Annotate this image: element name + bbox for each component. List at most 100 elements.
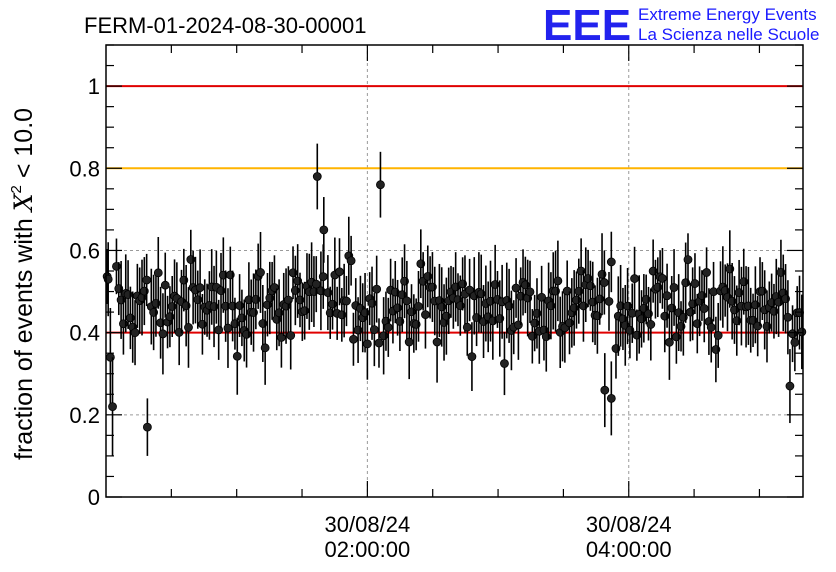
data-point xyxy=(662,263,672,328)
point-marker xyxy=(142,422,152,432)
point-marker xyxy=(662,291,672,301)
point-marker xyxy=(362,339,372,349)
x-tick-time: 04:00:00 xyxy=(586,537,672,562)
point-marker xyxy=(108,402,117,412)
data-point xyxy=(256,231,265,313)
point-marker xyxy=(421,310,430,319)
data-point xyxy=(646,288,656,361)
point-marker xyxy=(349,334,358,344)
point-marker xyxy=(702,268,711,277)
x-tick-date: 30/08/24 xyxy=(325,512,411,537)
point-marker xyxy=(690,279,700,288)
point-marker xyxy=(669,283,679,292)
data-point xyxy=(184,287,193,368)
point-marker xyxy=(130,328,140,338)
point-marker xyxy=(683,255,693,265)
point-marker xyxy=(158,329,168,339)
point-marker xyxy=(606,257,616,267)
data-point xyxy=(153,236,163,309)
point-marker xyxy=(160,280,170,290)
x-tick-date: 30/08/24 xyxy=(586,512,672,537)
data-point xyxy=(349,312,358,366)
point-marker xyxy=(630,274,639,283)
data-point xyxy=(142,253,152,307)
point-marker xyxy=(785,381,795,391)
point-marker xyxy=(604,296,614,306)
point-marker xyxy=(376,180,385,190)
point-marker xyxy=(414,301,423,311)
data-point xyxy=(142,398,152,456)
data-point xyxy=(372,255,382,323)
run-title: FERM-01-2024-08-30-00001 xyxy=(84,13,367,38)
data-point xyxy=(369,293,379,367)
data-point xyxy=(702,247,711,298)
plot-area xyxy=(106,45,803,497)
y-tick-label: 0.8 xyxy=(69,156,100,181)
data-point xyxy=(630,246,639,311)
data-point xyxy=(785,349,795,424)
y-tick-label: 0.4 xyxy=(69,321,100,346)
data-point xyxy=(223,288,233,368)
eee-logo-line2: La Scienza nelle Scuole xyxy=(638,25,819,44)
point-marker xyxy=(432,337,442,347)
point-marker xyxy=(665,337,674,347)
point-marker xyxy=(335,267,344,277)
data-point xyxy=(600,353,610,428)
point-marker xyxy=(256,268,265,277)
data-point xyxy=(606,231,616,293)
y-tick-labels: 0 0.2 0.4 0.6 0.8 1 xyxy=(69,74,100,510)
data-point xyxy=(346,235,356,286)
point-marker xyxy=(462,322,472,332)
point-marker xyxy=(342,296,351,306)
point-marker xyxy=(467,352,477,361)
point-marker xyxy=(600,385,610,395)
point-marker xyxy=(713,331,723,340)
axis-ticks xyxy=(106,44,803,498)
data-point xyxy=(342,275,351,327)
data-points xyxy=(102,143,807,456)
point-marker xyxy=(706,322,716,332)
data-point xyxy=(195,249,205,326)
reference-lines xyxy=(106,85,803,334)
point-marker xyxy=(346,256,356,266)
point-marker xyxy=(232,351,242,361)
point-marker xyxy=(184,323,193,332)
y-tick-label: 0 xyxy=(88,485,100,510)
data-point xyxy=(432,301,442,383)
point-marker xyxy=(369,325,379,334)
data-point xyxy=(319,197,329,263)
y-axis-title: fraction of events with X2 < 10.0 xyxy=(8,108,38,460)
point-marker xyxy=(646,320,656,329)
data-point xyxy=(362,308,372,380)
point-marker xyxy=(153,268,163,278)
data-point xyxy=(537,265,547,329)
point-marker xyxy=(553,276,563,286)
point-marker xyxy=(312,172,322,181)
point-marker xyxy=(318,272,328,282)
data-point xyxy=(160,252,170,318)
data-point xyxy=(214,299,224,360)
data-point xyxy=(286,301,296,370)
data-point xyxy=(797,294,807,370)
y-tick-label: 1 xyxy=(88,74,100,99)
data-point xyxy=(467,322,477,391)
y-tick-label: 0.2 xyxy=(69,403,100,428)
data-point xyxy=(500,331,509,396)
point-marker xyxy=(783,312,793,322)
data-point xyxy=(604,271,614,331)
data-point xyxy=(335,238,344,306)
data-point xyxy=(376,151,385,218)
point-marker xyxy=(797,327,807,337)
data-point xyxy=(553,240,563,322)
point-marker xyxy=(260,343,270,353)
point-marker xyxy=(790,338,800,347)
point-marker xyxy=(286,331,296,340)
data-point xyxy=(158,293,168,375)
x-tick-time: 02:00:00 xyxy=(325,537,411,562)
data-point xyxy=(665,304,674,380)
point-marker xyxy=(319,225,329,235)
eee-logo: EEE Extreme Energy Events La Scienza nel… xyxy=(543,1,819,50)
data-point xyxy=(260,310,270,385)
